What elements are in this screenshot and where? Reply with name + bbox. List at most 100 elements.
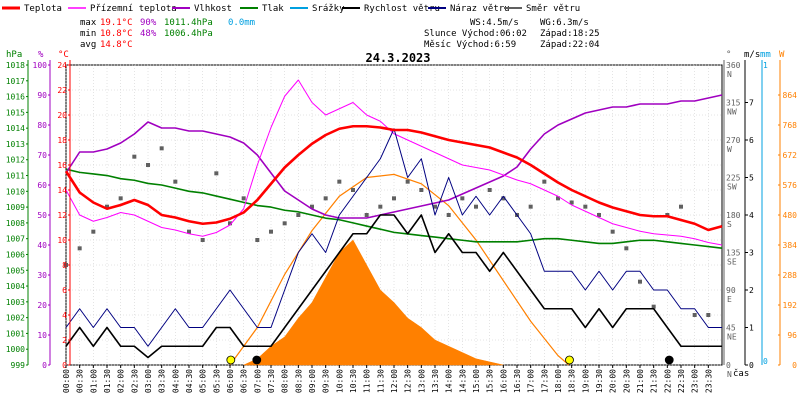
axis-tick-label-pressure: 1014 — [6, 124, 25, 133]
wind-direction-point — [159, 146, 164, 151]
series-line-rychlost-v-tru — [65, 214, 722, 359]
x-axis-tick-label: 19:30 — [595, 369, 604, 393]
axis-tick-label-solar: 384 — [783, 241, 798, 250]
x-axis-tick-label: 17:30 — [540, 369, 549, 393]
wind-direction-point — [433, 204, 437, 209]
x-axis-tick-label: 07:00 — [253, 369, 262, 393]
axis-tick-label-humidity: 30 — [37, 271, 47, 280]
unit-ms: m/s — [744, 50, 760, 60]
axis-tick-label-solar: 96 — [787, 331, 797, 340]
x-axis-tick-label: 15:30 — [486, 369, 495, 393]
unit-deg: ° — [726, 50, 731, 60]
axis-tick-label-rain: 0 — [763, 357, 768, 366]
marker-sunrise — [226, 355, 236, 365]
legend-label: Tlak — [262, 4, 284, 14]
wind-direction-point — [474, 204, 478, 209]
wind-gust-info: WG:6.3m/s — [540, 18, 589, 28]
wind-direction-point — [610, 229, 615, 234]
time-axis-label: čas — [733, 368, 749, 379]
axis-direction-label: S — [727, 220, 732, 229]
axis-direction-label: N — [727, 370, 732, 379]
wind-direction-point — [638, 279, 642, 284]
axis-tick-label-temperature: 8 — [62, 261, 67, 270]
axis-tick-label-humidity: 10 — [37, 331, 47, 340]
unit-w: W — [779, 50, 785, 60]
axis-tick-label-wind-speed: 0 — [749, 361, 754, 370]
x-axis-tick-label: 03:00 — [144, 369, 153, 393]
legend-item-prizemni-teplota: Přízemní teplota — [68, 4, 177, 14]
wind-direction-point — [597, 213, 601, 217]
stats-max-temp: 19.1°C — [100, 18, 133, 28]
x-axis-tick-label: 17:00 — [527, 369, 536, 393]
legend-item-rychlost-vetru: Rychlost větru — [342, 4, 440, 14]
axis-tick-label-pressure: 1010 — [6, 187, 25, 196]
axis-tick-label-humidity: 100 — [33, 61, 48, 70]
x-axis-tick-label: 14:00 — [445, 369, 454, 393]
wind-direction-point — [679, 204, 683, 209]
legend-item-smer-vetru: Směr větru — [504, 4, 580, 14]
axis-direction-label: SW — [727, 183, 737, 192]
axis-tick-label-temperature: 16 — [57, 161, 67, 170]
wind-direction-point — [392, 196, 396, 201]
axis-tick-label-pressure: 999 — [11, 361, 26, 370]
stats-min-temp: 10.8°C — [100, 29, 133, 39]
x-axis-tick-label: 22:00 — [663, 369, 672, 393]
axis-direction-label: NE — [727, 333, 737, 342]
x-axis-tick-label: 13:00 — [417, 369, 426, 393]
x-axis-tick-label: 05:30 — [212, 369, 221, 393]
x-axis-tick-label: 20:00 — [609, 369, 618, 393]
axis-tick-label-direction: 225 — [726, 174, 741, 183]
stats-max-label: max — [80, 18, 97, 28]
axis-tick-label-pressure: 1001 — [6, 329, 25, 338]
x-axis-tick-label: 06:30 — [240, 369, 249, 393]
axis-tick-label-direction: 0 — [726, 361, 731, 370]
x-axis-tick-label: 05:00 — [199, 369, 208, 393]
wind-direction-point — [118, 196, 123, 201]
axis-tick-label-solar: 288 — [783, 271, 798, 280]
legend-label: Směr větru — [526, 4, 580, 14]
legend-item-vlhkost: Vlhkost — [172, 4, 232, 14]
x-axis-tick-label: 18:30 — [568, 369, 577, 393]
wind-direction-point — [200, 238, 205, 242]
legend-label: Náraz větru — [450, 4, 510, 14]
legend-item-teplota: Teplota — [2, 4, 62, 14]
chart-title: 24.3.2023 — [365, 51, 430, 65]
wind-direction-point — [323, 196, 328, 201]
legend-label: Přízemní teplota — [90, 4, 177, 14]
wind-direction-point — [583, 204, 588, 209]
axes-layer: 9991000100110021003100410051006100710081… — [6, 60, 797, 393]
axis-tick-label-direction: 90 — [726, 286, 736, 295]
series-line-teplota — [64, 124, 723, 232]
x-axis-tick-label: 12:00 — [390, 369, 399, 393]
wind-direction-point — [419, 188, 424, 192]
axis-tick-label-pressure: 1018 — [6, 61, 25, 70]
stats-min-label: min — [80, 29, 96, 39]
legend-item-srazky: Srážky — [290, 4, 345, 14]
x-axis-tick-label: 00:00 — [62, 369, 71, 393]
x-axis-tick-label: 15:00 — [472, 369, 481, 393]
axis-tick-label-temperature: 12 — [57, 211, 67, 220]
wind-direction-point — [556, 196, 560, 201]
wind-direction-point — [241, 196, 246, 201]
marker-sunset — [565, 355, 574, 365]
marker-moonrise — [252, 355, 262, 365]
axis-tick-label-solar: 672 — [783, 151, 798, 160]
sunrise-info: Slunce Východ:06:02 — [424, 29, 527, 39]
wind-direction-point — [692, 313, 697, 317]
axis-tick-label-humidity: 0 — [42, 361, 47, 370]
axis-tick-label-solar: 0 — [792, 361, 797, 370]
axis-tick-label-wind-speed: 7 — [749, 99, 754, 108]
stats-min-press: 1006.4hPa — [164, 29, 213, 39]
wind-direction-point — [146, 163, 150, 167]
axis-tick-label-pressure: 1015 — [6, 108, 25, 117]
axis-tick-label-wind-speed: 5 — [749, 174, 754, 183]
axis-tick-label-solar: 480 — [783, 211, 798, 220]
axis-direction-label: N — [727, 70, 732, 79]
axis-tick-label-humidity: 60 — [37, 181, 47, 190]
axis-tick-label-humidity: 70 — [37, 151, 47, 160]
wind-direction-point — [706, 313, 711, 317]
axis-tick-label-temperature: 4 — [62, 311, 67, 320]
x-axis-tick-label: 10:00 — [335, 369, 344, 393]
x-axis-tick-label: 14:30 — [458, 369, 467, 393]
